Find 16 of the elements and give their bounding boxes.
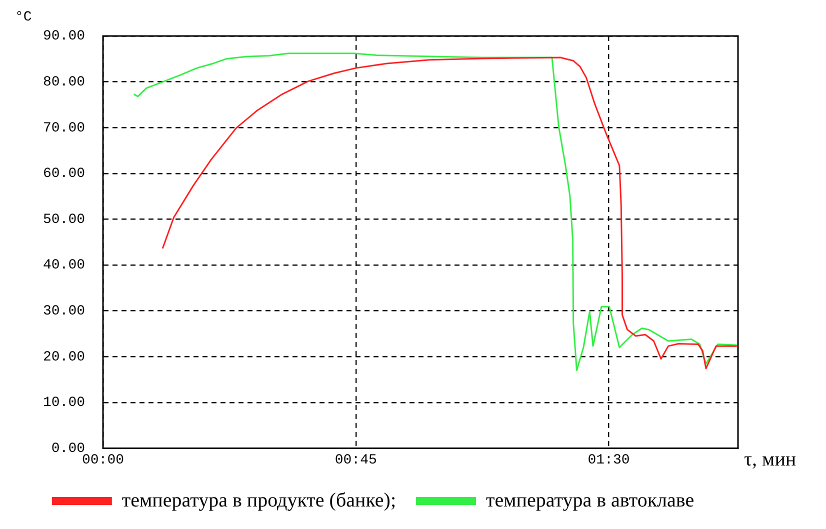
y-tick-label: 20.00 (42, 349, 85, 366)
legend-label: температура в продукте (банке); (122, 489, 396, 512)
x-tick-label: 00:00 (82, 452, 124, 468)
y-tick-label: 80.00 (42, 74, 85, 91)
y-tick-label: 60.00 (42, 166, 85, 182)
y-tick-label: 10.00 (42, 395, 85, 412)
x-tick-label: 01:30 (588, 452, 630, 468)
y-tick-label: 50.00 (42, 212, 85, 228)
y-axis-title: °C (15, 10, 32, 26)
y-tick-label: 30.00 (42, 304, 85, 320)
x-axis-title: τ, мин (744, 448, 796, 470)
y-tick-label: 70.00 (42, 120, 85, 136)
legend-label: температура в автоклаве (486, 489, 694, 512)
y-tick-label: 40.00 (42, 258, 85, 274)
y-tick-label: 90.00 (42, 28, 85, 45)
x-tick-label: 00:45 (334, 452, 377, 468)
